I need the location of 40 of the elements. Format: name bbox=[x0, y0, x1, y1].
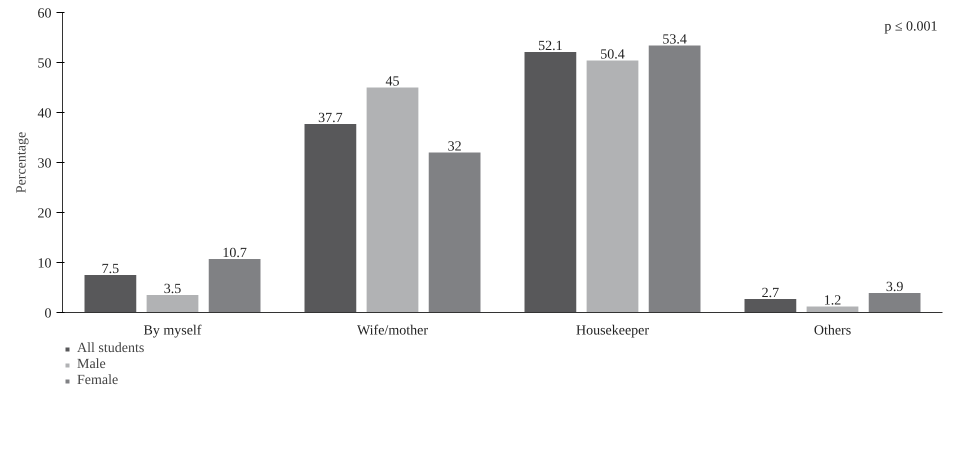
bar bbox=[208, 259, 260, 312]
data-label: 53.4 bbox=[662, 32, 687, 48]
y-tick-label: 10 bbox=[38, 256, 52, 272]
y-tick-label: 40 bbox=[38, 106, 52, 122]
legend-label: Female bbox=[77, 373, 118, 389]
legend-label: All students bbox=[77, 341, 144, 357]
y-tick-label: 20 bbox=[38, 206, 52, 222]
data-label: 52.1 bbox=[538, 39, 563, 54]
data-label: 7.5 bbox=[102, 262, 120, 277]
x-tick-label: Housekeeper bbox=[576, 324, 650, 338]
y-tick-label: 60 bbox=[38, 6, 52, 22]
data-label: 37.7 bbox=[318, 111, 343, 126]
bar bbox=[648, 46, 700, 312]
data-label: 2.7 bbox=[762, 286, 780, 301]
data-label: 3.9 bbox=[886, 280, 904, 295]
x-tick-label: Others bbox=[814, 324, 852, 338]
bar bbox=[366, 88, 418, 312]
bar bbox=[84, 275, 136, 312]
y-axis-title: Percentage bbox=[14, 132, 30, 194]
legend-label: Male bbox=[77, 357, 106, 373]
bar bbox=[428, 152, 480, 312]
bar bbox=[586, 60, 638, 312]
bar bbox=[524, 52, 576, 312]
data-label: 32 bbox=[448, 140, 462, 154]
bar bbox=[806, 306, 858, 312]
y-tick-label: 0 bbox=[44, 306, 52, 322]
x-tick-label: By myself bbox=[144, 324, 202, 338]
annotation: p ≤ 0.001 bbox=[884, 20, 938, 34]
bar bbox=[868, 293, 920, 312]
data-label: 3.5 bbox=[164, 282, 182, 297]
data-label: 50.4 bbox=[600, 48, 625, 62]
x-tick-label: Wife/mother bbox=[357, 324, 428, 338]
bar bbox=[146, 295, 198, 312]
y-tick-label: 50 bbox=[38, 56, 52, 72]
y-tick-label: 30 bbox=[38, 156, 52, 172]
bar bbox=[304, 124, 356, 312]
data-label: 45 bbox=[386, 74, 400, 90]
bar bbox=[744, 299, 796, 312]
data-label: 1.2 bbox=[824, 294, 842, 308]
data-label: 10.7 bbox=[222, 246, 247, 261]
